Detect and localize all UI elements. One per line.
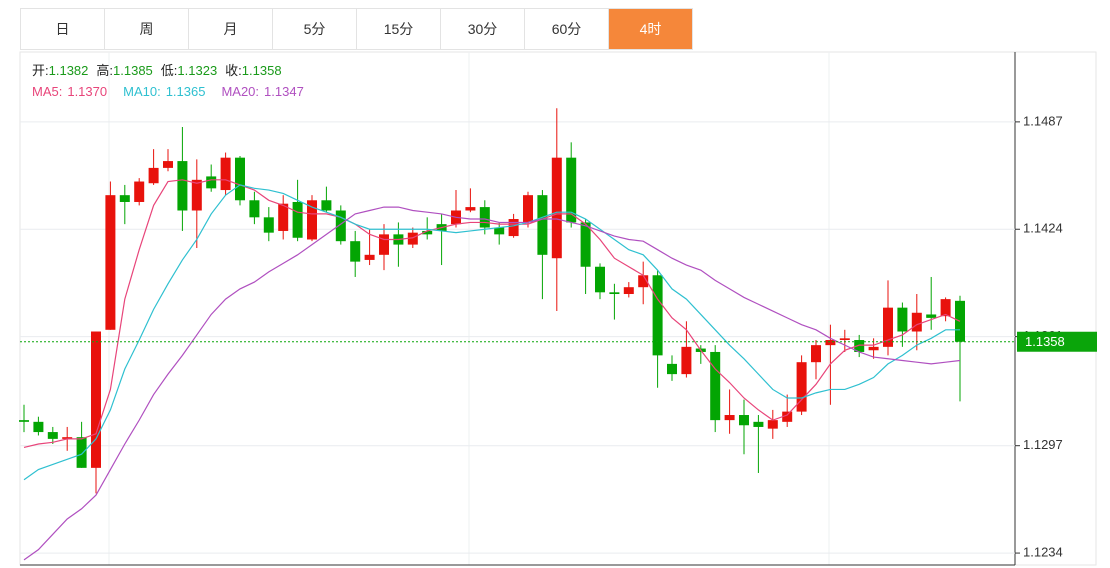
candle-body bbox=[292, 201, 303, 238]
period-tab[interactable]: 5分 bbox=[273, 9, 357, 49]
candle-body bbox=[191, 179, 202, 211]
candle-body bbox=[33, 421, 44, 433]
candle-body bbox=[523, 195, 533, 223]
period-tab[interactable]: 月 bbox=[189, 9, 273, 49]
candle-body bbox=[177, 161, 188, 211]
ohlc-label: 收: bbox=[225, 63, 242, 78]
candle-body bbox=[638, 275, 649, 288]
candle-body bbox=[307, 200, 317, 240]
candle-body bbox=[249, 200, 260, 218]
candle-body bbox=[321, 200, 332, 211]
ohlc-label: 高: bbox=[96, 63, 113, 78]
candle-body bbox=[753, 421, 764, 427]
candle-body bbox=[47, 432, 58, 439]
candle-body bbox=[566, 157, 577, 223]
y-tick-label: 1.1487 bbox=[1023, 113, 1063, 128]
candle-body bbox=[811, 345, 821, 363]
candle-body bbox=[911, 312, 922, 332]
candle-body bbox=[119, 195, 130, 202]
ma-line bbox=[23, 184, 960, 481]
period-tab[interactable]: 周 bbox=[105, 9, 189, 49]
candle-body bbox=[667, 363, 677, 375]
y-tick-label: 1.1234 bbox=[1023, 545, 1063, 560]
candle-body bbox=[940, 299, 951, 317]
candle-body bbox=[868, 346, 879, 351]
candle-body bbox=[350, 241, 361, 262]
candle-body bbox=[508, 219, 519, 237]
candle-body bbox=[494, 227, 505, 235]
candle-body bbox=[278, 203, 289, 231]
legend-name: MA20: bbox=[221, 84, 259, 99]
legend-value: 1.1370 bbox=[67, 84, 107, 99]
candle-body bbox=[652, 275, 663, 356]
candle-body bbox=[710, 351, 721, 421]
last-price-box bbox=[1017, 331, 1097, 352]
candle-body bbox=[76, 437, 87, 468]
candle-body bbox=[19, 420, 29, 422]
candle-body bbox=[62, 437, 73, 439]
legend-value: 1.1365 bbox=[166, 84, 206, 99]
candle-body bbox=[897, 307, 908, 332]
y-tick-label: 1.1297 bbox=[1023, 437, 1063, 452]
candle-body bbox=[739, 415, 749, 426]
legend-value: 1.1347 bbox=[264, 84, 304, 99]
ohlc-label: 低: bbox=[161, 63, 178, 78]
candle-body bbox=[609, 292, 620, 295]
ohlc-value: 1.1323 bbox=[177, 63, 217, 78]
candle-body bbox=[407, 232, 418, 245]
ma-line bbox=[23, 206, 961, 561]
plot-frame bbox=[19, 51, 1097, 566]
ma-line bbox=[23, 179, 961, 448]
candle-body bbox=[825, 340, 836, 346]
candle-body bbox=[91, 331, 101, 468]
candle-body bbox=[839, 338, 850, 341]
last-price-label: 1.1358 bbox=[1025, 334, 1065, 349]
candle-body bbox=[883, 307, 893, 347]
candle-body bbox=[465, 207, 476, 211]
legend-name: MA5: bbox=[32, 84, 62, 99]
y-tick-label: 1.1424 bbox=[1023, 221, 1063, 236]
candle-body bbox=[580, 222, 591, 267]
period-tab[interactable]: 30分 bbox=[441, 9, 525, 49]
candle-body bbox=[235, 157, 245, 201]
candle-body bbox=[724, 415, 735, 421]
legend-name: MA10: bbox=[123, 84, 161, 99]
candle-body bbox=[767, 420, 778, 429]
candle-body bbox=[206, 176, 217, 189]
candle-body bbox=[796, 362, 807, 412]
candle-body bbox=[220, 157, 231, 191]
period-tab[interactable]: 60分 bbox=[525, 9, 609, 49]
ohlc-value: 1.1385 bbox=[113, 63, 153, 78]
candle-body bbox=[163, 161, 173, 168]
candle-body bbox=[263, 217, 274, 233]
candle-body bbox=[335, 210, 346, 242]
ma-legend: MA5: 1.1370 MA10: 1.1365 MA20: 1.1347 bbox=[32, 84, 304, 99]
ohlc-value: 1.1358 bbox=[242, 63, 282, 78]
candle-body bbox=[551, 157, 562, 259]
candle-body bbox=[955, 300, 965, 342]
ohlc-header: 开:1.1382 高:1.1385 低:1.1323 收:1.1358 bbox=[32, 63, 282, 78]
candle-body bbox=[148, 167, 159, 184]
candle-body bbox=[595, 266, 605, 293]
candle-body bbox=[479, 207, 490, 228]
candle-body bbox=[105, 195, 116, 330]
period-tab[interactable]: 日 bbox=[21, 9, 105, 49]
period-tabs: 日周月 5分 15分 30分 60分 4时 bbox=[20, 8, 693, 50]
candle-body bbox=[422, 230, 433, 235]
candle-body bbox=[681, 346, 692, 375]
candle-body bbox=[623, 287, 634, 295]
candle-body bbox=[537, 195, 548, 255]
ohlc-value: 1.1382 bbox=[49, 63, 89, 78]
period-tab[interactable]: 4时 bbox=[609, 9, 693, 49]
candle-body bbox=[379, 234, 389, 255]
period-tab[interactable]: 15分 bbox=[357, 9, 441, 49]
candle-body bbox=[364, 254, 375, 260]
candle-body bbox=[926, 314, 937, 318]
candle-body bbox=[782, 411, 793, 422]
candle-body bbox=[854, 340, 865, 352]
candle-body bbox=[134, 181, 145, 202]
ohlc-label: 开: bbox=[32, 63, 49, 78]
